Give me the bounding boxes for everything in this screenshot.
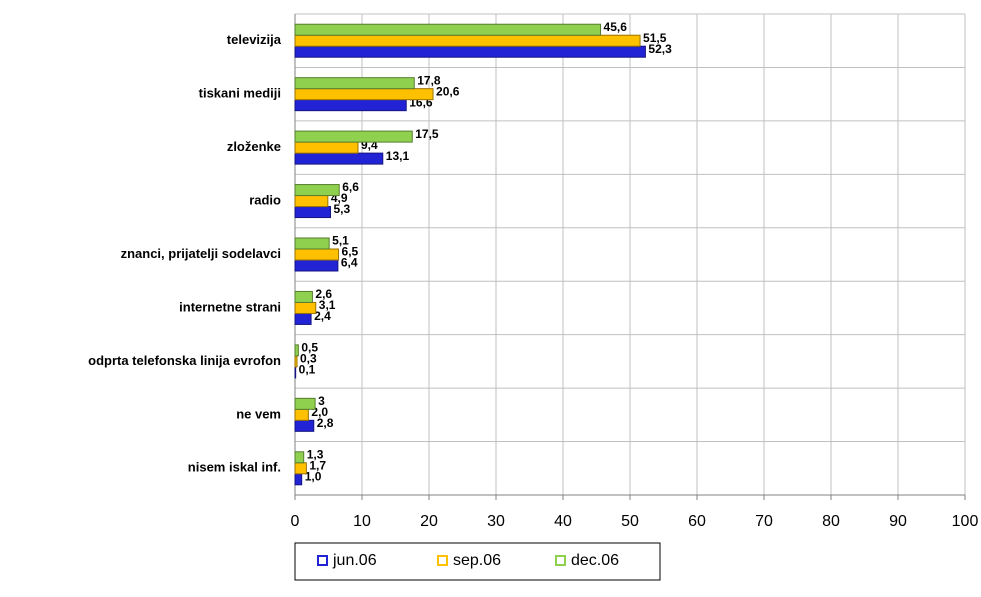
data-label: 2,6 bbox=[315, 287, 332, 301]
x-tick-label: 30 bbox=[487, 513, 505, 530]
data-label: 6,6 bbox=[342, 180, 359, 194]
category-label: zloženke bbox=[227, 139, 281, 154]
data-label: 13,1 bbox=[386, 149, 410, 163]
x-tick-label: 70 bbox=[755, 513, 773, 530]
bar bbox=[294, 366, 297, 379]
legend-label: sep.06 bbox=[453, 552, 501, 569]
data-label: 6,5 bbox=[342, 245, 359, 259]
bar bbox=[294, 88, 434, 101]
data-label: 52,3 bbox=[648, 42, 672, 56]
x-tick-label: 60 bbox=[688, 513, 706, 530]
data-label: 1,7 bbox=[309, 458, 326, 472]
legend-label: dec.06 bbox=[571, 552, 619, 569]
bar bbox=[294, 237, 330, 250]
x-tick-label: 0 bbox=[291, 513, 300, 530]
data-label: 5,3 bbox=[334, 202, 351, 216]
bar bbox=[294, 184, 340, 197]
category-label: internetne strani bbox=[179, 299, 281, 314]
bar bbox=[294, 355, 298, 368]
x-tick-label: 40 bbox=[554, 513, 572, 530]
bar bbox=[294, 45, 646, 58]
data-label: 51,5 bbox=[643, 31, 667, 45]
bar bbox=[294, 195, 329, 208]
legend-swatch bbox=[555, 555, 566, 566]
x-tick-label: 10 bbox=[353, 513, 371, 530]
data-label: 0,1 bbox=[299, 363, 316, 377]
legend-box bbox=[294, 542, 661, 581]
bar bbox=[294, 23, 602, 36]
data-label: 5,1 bbox=[332, 234, 349, 248]
x-tick-label: 80 bbox=[822, 513, 840, 530]
data-label: 6,4 bbox=[341, 256, 358, 270]
bar bbox=[294, 141, 359, 154]
bar bbox=[294, 206, 332, 219]
legend-label: jun.06 bbox=[332, 552, 377, 569]
bar bbox=[294, 397, 316, 410]
data-label: 2,4 bbox=[314, 309, 331, 323]
data-label: 2,0 bbox=[311, 405, 328, 419]
category-label: tiskani mediji bbox=[199, 86, 281, 101]
data-label: 0,3 bbox=[300, 352, 317, 366]
bar bbox=[294, 77, 415, 90]
legend-swatch bbox=[437, 555, 448, 566]
x-tick-label: 50 bbox=[621, 513, 639, 530]
bar bbox=[294, 419, 315, 432]
bar bbox=[294, 462, 307, 475]
bar bbox=[294, 451, 305, 464]
category-label: ne vem bbox=[236, 406, 281, 421]
bar bbox=[294, 473, 303, 486]
bar bbox=[294, 152, 384, 165]
bar bbox=[294, 34, 641, 47]
data-label: 2,8 bbox=[317, 416, 334, 430]
x-tick-label: 20 bbox=[420, 513, 438, 530]
bar bbox=[294, 290, 313, 303]
bar bbox=[294, 248, 340, 261]
data-label: 17,8 bbox=[417, 73, 441, 87]
x-tick-label: 90 bbox=[889, 513, 907, 530]
bar bbox=[294, 301, 317, 314]
legend-swatch bbox=[317, 555, 328, 566]
data-label: 3,1 bbox=[319, 298, 336, 312]
bar bbox=[294, 312, 312, 325]
category-label: znanci, prijatelji sodelavci bbox=[121, 246, 281, 261]
bar bbox=[294, 130, 413, 143]
bar bbox=[294, 408, 309, 421]
x-tick-label: 100 bbox=[952, 513, 979, 530]
data-label: 3 bbox=[318, 394, 325, 408]
category-label: radio bbox=[249, 192, 281, 207]
data-label: 1,3 bbox=[307, 447, 324, 461]
data-label: 0,5 bbox=[301, 341, 318, 355]
data-label: 17,5 bbox=[415, 127, 439, 141]
category-label: odprta telefonska linija evrofon bbox=[88, 353, 281, 368]
bar bbox=[294, 344, 299, 357]
data-label: 20,6 bbox=[436, 84, 460, 98]
data-label: 1,0 bbox=[305, 469, 322, 483]
category-label: nisem iskal inf. bbox=[188, 460, 281, 475]
bar bbox=[294, 99, 407, 112]
data-label: 45,6 bbox=[604, 20, 628, 34]
category-label: televizija bbox=[227, 32, 282, 47]
bar bbox=[294, 259, 339, 272]
